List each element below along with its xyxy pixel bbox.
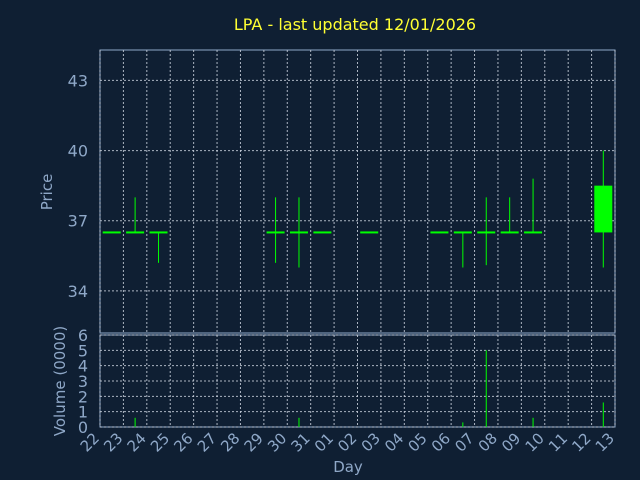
x-tick-label: 13: [592, 429, 618, 455]
candle-body: [266, 231, 285, 234]
price-tick-label: 43: [68, 71, 88, 90]
price-tick-label: 37: [68, 212, 88, 231]
x-tick-label: 05: [405, 429, 431, 455]
candle-body: [477, 231, 496, 234]
x-tick-label: 30: [264, 429, 290, 455]
x-tick-label: 07: [451, 429, 477, 455]
x-axis: 2223242526272829303101020304050607080910…: [77, 429, 618, 455]
x-tick-label: 23: [100, 429, 126, 455]
x-tick-label: 11: [545, 429, 571, 455]
volume-tick-label: 6: [78, 326, 88, 345]
x-tick-label: 06: [428, 429, 454, 455]
volume-tick-label: 0: [78, 418, 88, 437]
x-tick-label: 01: [311, 429, 337, 455]
candle-body: [594, 185, 613, 233]
volume-tick-label: 3: [78, 372, 88, 391]
x-tick-label: 27: [194, 429, 220, 455]
candle-body: [524, 231, 543, 234]
x-tick-label: 24: [124, 429, 150, 455]
candle-body: [430, 231, 449, 234]
x-tick-label: 29: [241, 429, 267, 455]
candle-body: [360, 231, 379, 234]
x-tick-label: 28: [217, 429, 243, 455]
volume-tick-label: 2: [78, 387, 88, 406]
x-tick-label: 12: [568, 429, 594, 455]
candle-body: [453, 231, 472, 234]
x-axis-label: Day: [333, 458, 363, 476]
volume-tick-label: 1: [78, 403, 88, 422]
candle-body: [500, 231, 519, 234]
volume-axis-label: Volume (0000): [51, 326, 69, 436]
candle-body: [149, 231, 168, 234]
candle-body: [313, 231, 332, 234]
x-tick-label: 26: [170, 429, 196, 455]
candle-body: [126, 231, 145, 234]
price-tick-label: 40: [68, 142, 88, 161]
volume-tick-label: 4: [78, 357, 88, 376]
x-tick-label: 04: [381, 429, 407, 455]
price-panel: 34 37 40 43: [68, 49, 616, 334]
price-tick-label: 34: [68, 282, 88, 301]
x-tick-label: 25: [147, 429, 173, 455]
x-tick-label: 08: [475, 429, 501, 455]
chart-title: LPA - last updated 12/01/2026: [234, 15, 476, 34]
x-tick-label: 10: [522, 429, 548, 455]
x-tick-label: 02: [334, 429, 360, 455]
candle-body: [102, 231, 121, 234]
price-axis-label: Price: [38, 174, 56, 211]
x-tick-label: 09: [498, 429, 524, 455]
volume-tick-label: 5: [78, 341, 88, 360]
candle-body: [289, 231, 308, 234]
x-tick-label: 03: [358, 429, 384, 455]
x-tick-label: 31: [287, 429, 313, 455]
